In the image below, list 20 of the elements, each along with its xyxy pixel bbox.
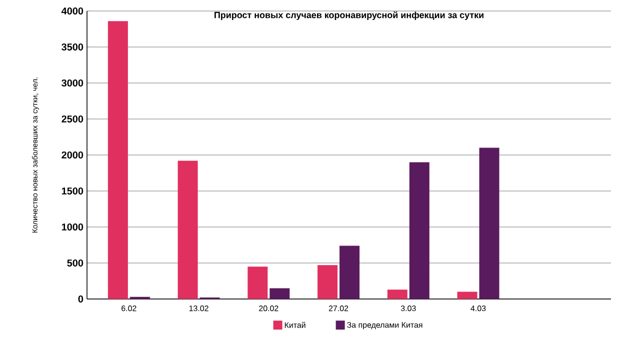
y-tick-label: 2000	[62, 151, 84, 159]
y-tick-label: 4000	[61, 7, 84, 15]
bar	[409, 162, 430, 299]
bar	[457, 292, 478, 299]
y-tick-label: 0	[78, 295, 84, 303]
y-tick-label: 3500	[62, 43, 84, 51]
y-tick-label: 2500	[62, 115, 84, 123]
bar	[387, 290, 408, 299]
y-tick-label: 3000	[62, 79, 84, 87]
y-tick-label: 1000	[62, 223, 84, 231]
bar	[318, 265, 338, 299]
bar	[270, 288, 290, 299]
bar	[178, 160, 198, 299]
bar	[108, 21, 128, 299]
y-tick-label: 1500	[62, 187, 84, 195]
y-tick-label: 500	[67, 259, 84, 267]
bar	[479, 148, 500, 299]
chart-title: Прирост новых случаев коронавирусной инфекции за сутки	[214, 11, 484, 20]
bar	[248, 266, 268, 299]
bar	[340, 246, 360, 299]
